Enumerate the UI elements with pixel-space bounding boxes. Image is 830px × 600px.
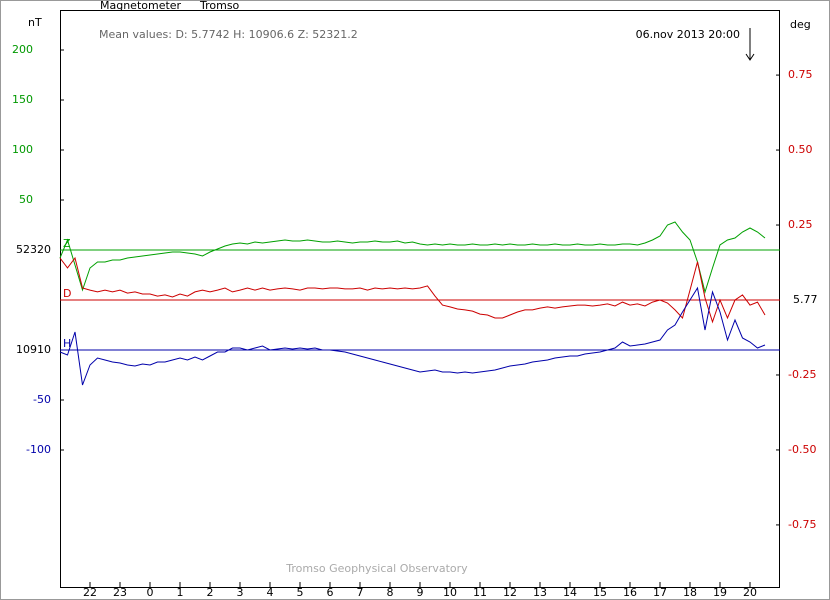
x-tick-label: 12 <box>503 586 517 599</box>
y2-axis-label: deg <box>790 18 811 31</box>
plot-frame <box>60 10 780 588</box>
y2-tick-label: -0.25 <box>788 368 816 381</box>
station: Tromso <box>199 0 240 12</box>
series-label: H <box>63 337 71 350</box>
y2-tick-label: 0.25 <box>788 218 813 231</box>
series-label: Z <box>63 237 71 250</box>
x-tick-label: 2 <box>207 586 214 599</box>
x-tick-label: 1 <box>177 586 184 599</box>
y-tick-label: 52320 <box>16 243 51 256</box>
series-line <box>59 256 766 324</box>
mean-values: Mean values: D: 5.7742 H: 10906.6 Z: 523… <box>99 28 358 41</box>
x-tick-label: 16 <box>623 586 637 599</box>
x-tick-label: 6 <box>327 586 334 599</box>
y-tick-label: 150 <box>12 93 33 106</box>
y-tick-label: 50 <box>19 193 33 206</box>
y-tick-label: 100 <box>12 143 33 156</box>
x-tick-label: 20 <box>743 586 757 599</box>
y-tick-label: -100 <box>26 443 51 456</box>
series-label: D <box>63 287 71 300</box>
y-axis-label: nT <box>28 16 42 29</box>
x-tick-label: 14 <box>563 586 577 599</box>
y2-tick-label: -0.75 <box>788 518 816 531</box>
x-tick-label: 9 <box>417 586 424 599</box>
x-tick-label: 11 <box>473 586 487 599</box>
y2-tick-label: 0.50 <box>788 143 813 156</box>
x-tick-label: 18 <box>683 586 697 599</box>
y2-tick-label: 0.75 <box>788 68 813 81</box>
x-tick-label: 13 <box>533 586 547 599</box>
series-line <box>59 221 766 294</box>
series-line <box>59 286 766 386</box>
x-tick-label: 7 <box>357 586 364 599</box>
x-tick-label: 10 <box>443 586 457 599</box>
x-tick-label: 23 <box>113 586 127 599</box>
y-tick-label: -50 <box>33 393 51 406</box>
timestamp: 06.nov 2013 20:00 <box>636 28 740 41</box>
x-tick-label: 4 <box>267 586 274 599</box>
y2-tick-label: -0.50 <box>788 443 816 456</box>
instrument: Magnetometer <box>100 0 182 12</box>
y-tick-label: 200 <box>12 43 33 56</box>
x-tick-label: 8 <box>387 586 394 599</box>
footer: Tromso Geophysical Observatory <box>285 562 468 575</box>
x-tick-label: 19 <box>713 586 727 599</box>
x-tick-label: 3 <box>237 586 244 599</box>
x-tick-label: 0 <box>147 586 154 599</box>
x-tick-label: 17 <box>653 586 667 599</box>
y2-tick-label: 5.77 <box>793 293 818 306</box>
x-tick-label: 15 <box>593 586 607 599</box>
x-tick-label: 5 <box>297 586 304 599</box>
time-arrow <box>745 28 755 61</box>
y-tick-label: 10910 <box>16 343 51 356</box>
x-tick-label: 22 <box>83 586 97 599</box>
